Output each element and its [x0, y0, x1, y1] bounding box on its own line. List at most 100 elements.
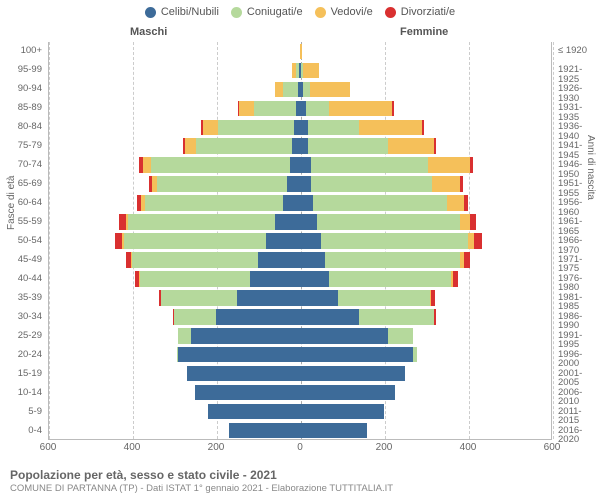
bar-female: [300, 347, 417, 363]
pyramid-row: [49, 252, 551, 268]
bar-female: [300, 252, 470, 268]
birth-label: 1986-1990: [554, 312, 600, 331]
bar-male: [275, 82, 300, 98]
pyramid-row: [49, 101, 551, 117]
birth-label: 1931-1935: [554, 103, 600, 122]
legend-label: Coniugati/e: [247, 6, 303, 18]
birth-label: 1941-1945: [554, 141, 600, 160]
seg-celibi: [300, 290, 338, 306]
legend-swatch: [385, 7, 396, 18]
y-axis-left-labels: 100+95-9990-9485-8980-8475-7970-7465-696…: [0, 42, 46, 440]
legend-label: Celibi/Nubili: [161, 6, 219, 18]
seg-celibi: [229, 423, 300, 439]
pyramid-row: [49, 423, 551, 439]
bar-female: [300, 385, 395, 401]
seg-celibi: [300, 404, 384, 420]
seg-celibi: [250, 271, 300, 287]
legend-label: Vedovi/e: [331, 6, 373, 18]
age-label: 30-34: [0, 312, 46, 322]
seg-celibi: [300, 347, 413, 363]
seg-celibi: [300, 271, 329, 287]
seg-celibi: [283, 195, 300, 211]
bar-female: [300, 290, 435, 306]
seg-celibi: [187, 366, 300, 382]
birth-label: ≤ 1920: [554, 46, 600, 56]
pyramid-row: [49, 233, 551, 249]
age-label: 45-49: [0, 255, 46, 265]
seg-celibi: [292, 138, 300, 154]
seg-coniugati: [145, 195, 284, 211]
bar-female: [300, 82, 350, 98]
birth-label: 2016-2020: [554, 426, 600, 445]
seg-coniugati: [174, 309, 216, 325]
seg-vedovi: [143, 157, 151, 173]
seg-celibi: [300, 157, 311, 173]
header-female: Femmine: [400, 26, 448, 38]
bar-female: [300, 120, 424, 136]
birth-label: 2001-2005: [554, 369, 600, 388]
birth-label: 1981-1985: [554, 293, 600, 312]
seg-coniugati: [311, 176, 433, 192]
seg-vedovi: [303, 63, 320, 79]
birth-label: 1991-1995: [554, 331, 600, 350]
birth-label: 1946-1950: [554, 160, 600, 179]
birth-label: 1921-1925: [554, 65, 600, 84]
bar-male: [177, 347, 300, 363]
seg-coniugati: [157, 176, 287, 192]
bar-female: [300, 138, 436, 154]
seg-coniugati: [308, 138, 388, 154]
seg-vedovi: [388, 138, 434, 154]
bar-male: [187, 366, 300, 382]
chart-footer: Popolazione per età, sesso e stato civil…: [10, 468, 590, 494]
pyramid-row: [49, 195, 551, 211]
seg-celibi: [258, 252, 300, 268]
x-tick: 400: [460, 442, 477, 453]
seg-divorziati: [453, 271, 458, 287]
pyramid-row: [49, 44, 551, 60]
legend-item-coniugati: Coniugati/e: [231, 6, 303, 18]
birth-label: 1926-1930: [554, 84, 600, 103]
birth-label: 1961-1965: [554, 217, 600, 236]
seg-divorziati: [431, 290, 434, 306]
bar-female: [300, 366, 405, 382]
seg-coniugati: [321, 233, 468, 249]
seg-vedovi: [239, 101, 254, 117]
seg-divorziati: [434, 138, 436, 154]
seg-celibi: [300, 328, 388, 344]
age-label: 25-29: [0, 331, 46, 341]
pyramid-row: [49, 214, 551, 230]
x-tick: 200: [208, 442, 225, 453]
pyramid-row: [49, 120, 551, 136]
pyramid-row: [49, 404, 551, 420]
birth-label: 2006-2010: [554, 388, 600, 407]
seg-vedovi: [359, 120, 422, 136]
bar-male: [119, 214, 300, 230]
seg-coniugati: [128, 214, 275, 230]
seg-coniugati: [306, 101, 329, 117]
bar-male: [159, 290, 300, 306]
age-label: 65-69: [0, 179, 46, 189]
seg-coniugati: [317, 214, 460, 230]
birth-label: 1956-1960: [554, 198, 600, 217]
seg-coniugati: [218, 120, 294, 136]
seg-celibi: [290, 157, 301, 173]
legend-swatch: [145, 7, 156, 18]
birth-label: 1951-1955: [554, 179, 600, 198]
x-axis: 6004002000200400600: [48, 442, 552, 458]
age-label: 15-19: [0, 369, 46, 379]
seg-celibi: [300, 233, 321, 249]
bar-male: [201, 120, 300, 136]
bar-male: [115, 233, 300, 249]
header-male: Maschi: [130, 26, 167, 38]
birth-label: 1996-2000: [554, 350, 600, 369]
seg-coniugati: [325, 252, 459, 268]
bar-male: [229, 423, 300, 439]
pyramid-row: [49, 271, 551, 287]
age-label: 5-9: [0, 407, 46, 417]
bar-female: [300, 176, 463, 192]
seg-divorziati: [422, 120, 424, 136]
seg-vedovi: [428, 157, 470, 173]
seg-divorziati: [460, 176, 463, 192]
bar-male: [137, 195, 300, 211]
seg-vedovi: [432, 176, 459, 192]
